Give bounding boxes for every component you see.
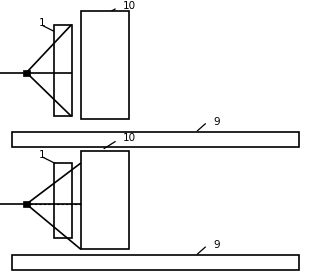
Bar	[54, 163, 72, 238]
Text: 9: 9	[213, 240, 220, 250]
Text: 10: 10	[123, 1, 136, 11]
Bar	[12, 132, 299, 147]
Bar	[54, 25, 72, 116]
Bar	[23, 70, 30, 76]
Text: 9: 9	[213, 117, 220, 127]
Text: 1: 1	[39, 18, 45, 28]
Bar	[81, 151, 129, 249]
Bar	[23, 201, 30, 207]
Text: 1: 1	[39, 150, 45, 160]
Bar	[81, 11, 129, 119]
Bar	[12, 255, 299, 270]
Text: 10: 10	[123, 133, 136, 143]
